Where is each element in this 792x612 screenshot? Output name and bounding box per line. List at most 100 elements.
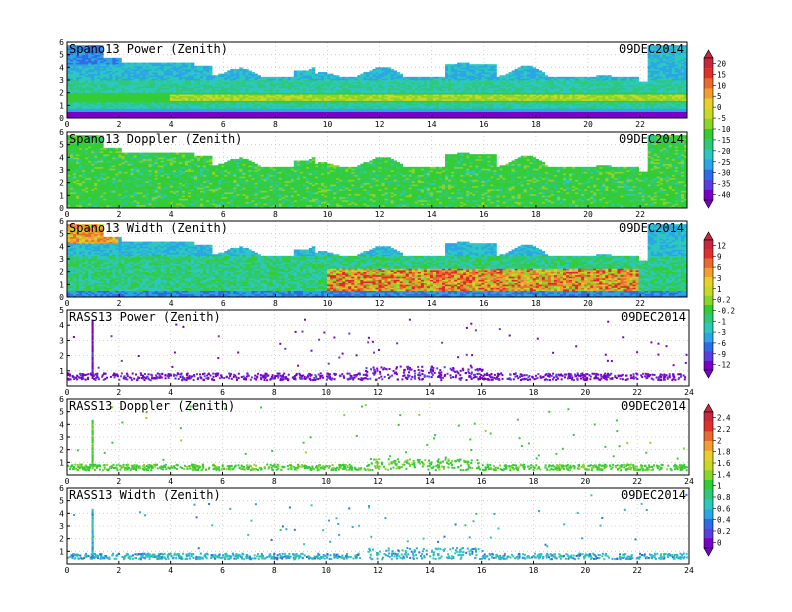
heatmap-cell <box>327 75 331 78</box>
heatmap-cell <box>269 86 273 89</box>
heatmap-cell <box>281 76 286 79</box>
heatmap-cell <box>166 97 171 100</box>
heatmap-cell <box>336 75 340 78</box>
heatmap-cell <box>224 75 228 78</box>
heatmap-cell <box>302 73 307 76</box>
heatmap-cell <box>91 97 95 100</box>
heatmap-cell <box>318 95 322 98</box>
heatmap-cell <box>124 95 128 98</box>
heatmap-cell <box>94 94 98 97</box>
heatmap-cell <box>299 95 304 98</box>
heatmap-cell <box>191 116 195 119</box>
heatmap-cell <box>115 80 119 82</box>
heatmap-cell <box>327 108 331 111</box>
heatmap-cell <box>67 116 71 119</box>
heatmap-cell <box>290 84 295 87</box>
heatmap-cell <box>187 68 192 71</box>
heatmap-cell <box>82 114 86 117</box>
heatmap-cell <box>142 73 146 76</box>
heatmap-cell <box>139 78 143 81</box>
heatmap-cell <box>97 102 101 105</box>
heatmap-cell <box>70 92 74 95</box>
heatmap-cell <box>206 95 210 98</box>
heatmap-cell <box>197 110 201 112</box>
heatmap-cell <box>169 103 174 106</box>
heatmap-cell <box>257 106 261 109</box>
heatmap-cell <box>163 102 168 105</box>
heatmap-cell <box>263 78 267 81</box>
heatmap-cell <box>209 114 213 117</box>
heatmap-cell <box>136 68 140 71</box>
heatmap-cell <box>181 94 186 97</box>
heatmap-cell <box>200 73 204 76</box>
heatmap-cell <box>227 106 231 109</box>
heatmap-cell <box>151 89 155 92</box>
heatmap-cell <box>275 111 279 114</box>
heatmap-cell <box>472 64 476 67</box>
heatmap-cell <box>91 99 95 101</box>
heatmap-cell <box>178 106 183 109</box>
heatmap-cell <box>230 78 234 81</box>
heatmap-cell <box>151 91 155 93</box>
heatmap-cell <box>82 91 86 93</box>
heatmap-cell <box>218 110 222 112</box>
heatmap-cell <box>169 99 174 101</box>
heatmap-cell <box>321 103 325 106</box>
heatmap-cell <box>88 70 92 73</box>
heatmap-cell <box>112 108 116 111</box>
heatmap-cell <box>454 64 458 67</box>
heatmap-cell <box>175 108 180 111</box>
heatmap-cell <box>233 83 237 86</box>
heatmap-cell <box>160 89 165 92</box>
heatmap-cell <box>203 92 207 95</box>
heatmap-cell <box>118 99 122 101</box>
heatmap-cell <box>284 95 289 98</box>
heatmap-cell <box>166 102 171 105</box>
heatmap-cell <box>145 102 149 105</box>
heatmap-cell <box>97 87 101 90</box>
heatmap-cell <box>248 95 252 98</box>
heatmap-cell <box>178 110 183 112</box>
heatmap-cell <box>139 70 143 73</box>
heatmap-cell <box>242 89 246 92</box>
heatmap-cell <box>251 99 255 101</box>
heatmap-cell <box>351 76 355 79</box>
heatmap-cell <box>200 108 204 111</box>
heatmap-cell <box>172 91 177 93</box>
heatmap-cell <box>166 83 171 86</box>
heatmap-cell <box>227 114 231 117</box>
heatmap-cell <box>318 84 322 87</box>
heatmap-cell <box>236 105 240 108</box>
heatmap-cell <box>133 111 137 114</box>
heatmap-cell <box>73 49 77 52</box>
heatmap-cell <box>82 65 86 68</box>
heatmap-cell <box>321 78 325 81</box>
heatmap-cell <box>260 89 264 92</box>
heatmap-cell <box>275 116 279 119</box>
heatmap-cell <box>257 97 261 100</box>
heatmap-cell <box>157 102 162 105</box>
heatmap-cell <box>305 92 310 95</box>
heatmap-cell <box>251 89 255 92</box>
heatmap-cell <box>82 108 86 111</box>
heatmap-cell <box>124 76 128 79</box>
heatmap-cell <box>94 54 98 57</box>
heatmap-cell <box>227 75 231 78</box>
heatmap-cell <box>79 81 83 84</box>
heatmap-cell <box>88 113 92 116</box>
heatmap-cell <box>97 89 101 92</box>
heatmap-cell <box>209 78 213 81</box>
heatmap-cell <box>293 76 298 79</box>
heatmap-cell <box>145 80 149 82</box>
heatmap-cell <box>251 103 255 106</box>
heatmap-cell <box>245 113 249 116</box>
heatmap-cell <box>227 92 231 95</box>
heatmap-cell <box>67 54 71 57</box>
heatmap-cell <box>242 87 246 90</box>
heatmap-cell <box>127 99 131 101</box>
heatmap-cell <box>106 99 110 101</box>
heatmap-cell <box>209 75 213 78</box>
heatmap-cell <box>67 67 71 70</box>
heatmap-cell <box>311 86 316 89</box>
heatmap-cell <box>263 91 267 93</box>
